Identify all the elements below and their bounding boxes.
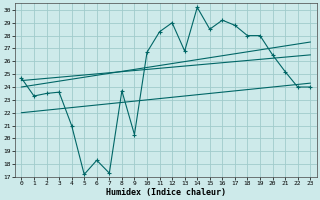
X-axis label: Humidex (Indice chaleur): Humidex (Indice chaleur): [106, 188, 226, 197]
